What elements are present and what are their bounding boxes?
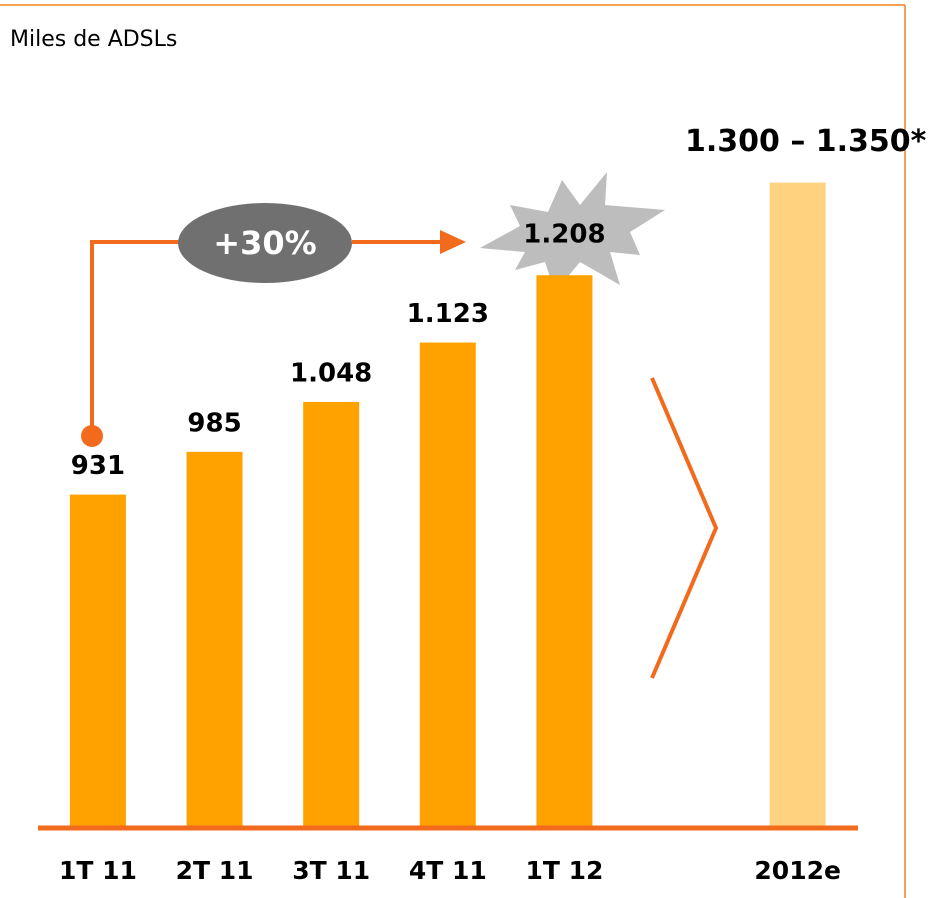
value-label: 985 xyxy=(187,408,241,438)
bar xyxy=(303,401,360,828)
chart-title: Miles de ADSLs xyxy=(10,27,177,52)
x-tick-label: 2012e xyxy=(754,856,841,885)
x-tick-label: 1T 11 xyxy=(59,856,137,885)
value-label: 1.300 – 1.350* xyxy=(685,124,927,159)
chevron xyxy=(650,377,719,679)
growth-arrow xyxy=(90,240,180,436)
value-label: 1.048 xyxy=(290,358,372,388)
value-label: 931 xyxy=(71,451,125,481)
arrow-start xyxy=(81,425,103,447)
value-label: 1.208 xyxy=(523,220,605,250)
bar xyxy=(769,182,826,828)
starburst xyxy=(480,172,665,292)
value-label: 1.123 xyxy=(407,299,489,329)
x-tick-label: 2T 11 xyxy=(176,856,254,885)
growth-badge xyxy=(178,203,352,283)
bar xyxy=(419,342,476,828)
growth-label: +30% xyxy=(213,224,316,262)
x-tick-label: 3T 11 xyxy=(292,856,370,885)
bar xyxy=(69,494,126,828)
bar xyxy=(536,275,593,828)
x-tick-label: 1T 12 xyxy=(525,856,603,885)
x-tick-label: 4T 11 xyxy=(409,856,487,885)
arrow-head xyxy=(440,230,466,254)
bar xyxy=(186,451,243,828)
